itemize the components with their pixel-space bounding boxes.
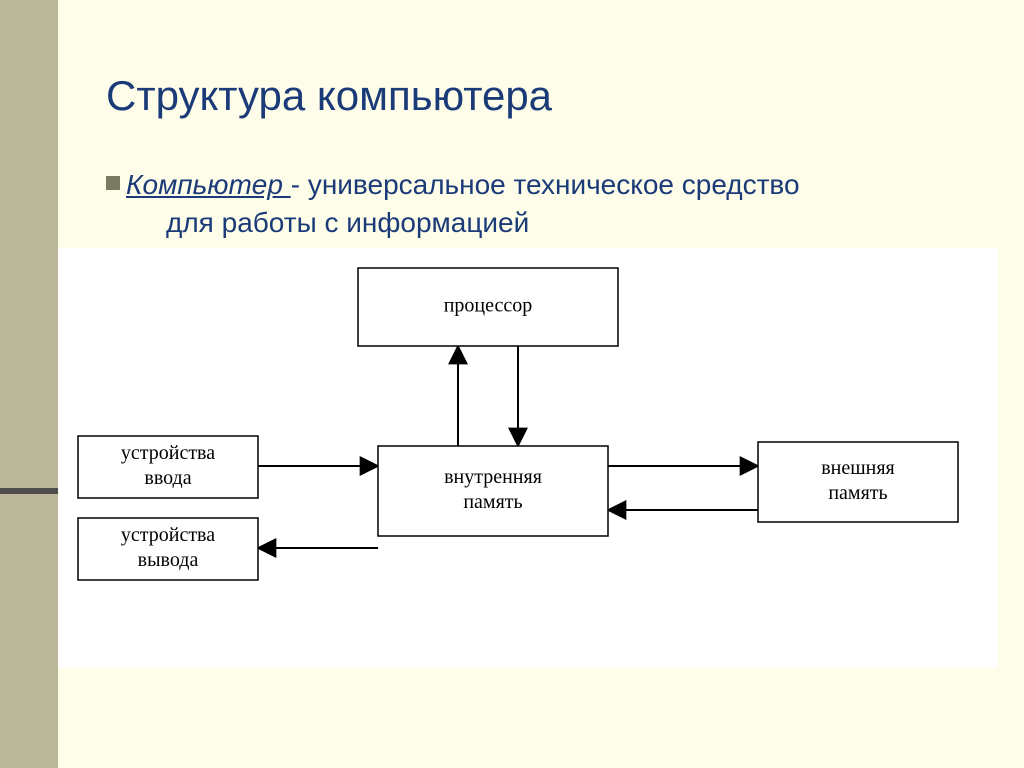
- node-cpu: процессор: [358, 268, 618, 346]
- definition-sep: -: [291, 169, 308, 200]
- node-input-label: ввода: [144, 467, 191, 489]
- definition-term: Компьютер: [126, 169, 291, 200]
- node-output: устройства вывода: [78, 518, 258, 580]
- slide: Структура компьютера Компьютер - универс…: [0, 0, 1024, 768]
- node-internal-label: внутренняя: [444, 466, 542, 488]
- node-external-label: внешняя: [821, 457, 895, 479]
- flowchart-svg: процессор устройства ввода устройства вывода…: [58, 248, 998, 668]
- definition-rest: универсальное техническое средство: [308, 169, 800, 200]
- node-output-label: устройства: [121, 524, 215, 546]
- node-internal: внутренняя память: [378, 446, 608, 536]
- bullet-icon: [106, 176, 120, 190]
- definition-text: Компьютер - универсальное техническое ср…: [126, 166, 946, 242]
- definition-line2: для работы с информацией: [126, 204, 946, 242]
- left-accent-band: [0, 0, 58, 768]
- node-cpu-label: процессор: [444, 295, 533, 317]
- node-external-label: память: [828, 482, 887, 504]
- node-external: внешняя память: [758, 442, 958, 522]
- diagram-area: процессор устройства ввода устройства вывода…: [58, 248, 998, 668]
- node-input-label: устройства: [121, 442, 215, 464]
- node-input: устройства ввода: [78, 436, 258, 498]
- node-output-label: вывода: [138, 549, 199, 571]
- horizontal-rule: [0, 488, 58, 494]
- slide-title: Структура компьютера: [106, 72, 552, 120]
- node-internal-label: память: [463, 491, 522, 513]
